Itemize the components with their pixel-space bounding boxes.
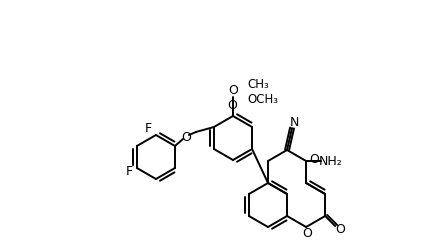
Text: O: O (309, 153, 319, 166)
Text: O: O (181, 131, 191, 144)
Text: O: O (227, 99, 237, 112)
Text: O: O (228, 84, 238, 97)
Text: OCH₃: OCH₃ (247, 93, 278, 106)
Text: N: N (289, 116, 299, 129)
Text: O: O (335, 222, 345, 235)
Text: F: F (144, 122, 151, 135)
Text: O: O (302, 226, 312, 239)
Text: NH₂: NH₂ (319, 155, 343, 168)
Text: CH₃: CH₃ (247, 78, 269, 91)
Text: F: F (125, 165, 133, 178)
